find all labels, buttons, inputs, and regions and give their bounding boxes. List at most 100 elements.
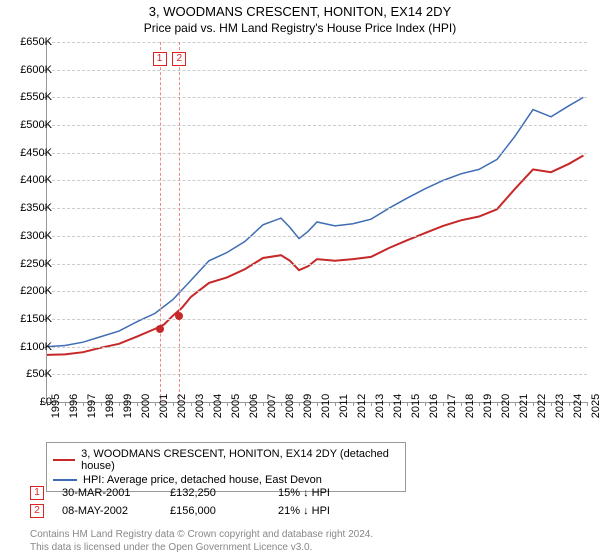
x-axis-label: 2013 [374,394,386,418]
footer-line1: Contains HM Land Registry data © Crown c… [30,528,373,541]
sale-marker-box: 1 [153,52,167,66]
x-tick [389,402,390,406]
gridline-h [47,70,587,71]
sale-marker-box: 2 [172,52,186,66]
x-tick [569,402,570,406]
x-tick [245,402,246,406]
x-tick [443,402,444,406]
x-axis-label: 2008 [284,394,296,418]
x-tick [191,402,192,406]
gridline-h [47,236,587,237]
x-tick [353,402,354,406]
x-tick [533,402,534,406]
x-tick [137,402,138,406]
y-axis-label: £100K [20,341,52,353]
x-axis-label: 2006 [248,394,260,418]
x-tick [299,402,300,406]
x-axis-label: 2021 [518,394,530,418]
sale-diff: 15% ↓ HPI [278,487,368,499]
gridline-h [47,264,587,265]
x-tick [263,402,264,406]
x-axis-label: 2019 [482,394,494,418]
series-line [47,97,583,346]
sale-row: 208-MAY-2002£156,00021% ↓ HPI [30,502,368,520]
x-tick [155,402,156,406]
x-axis-label: 2007 [266,394,278,418]
x-tick [515,402,516,406]
gridline-h [47,153,587,154]
x-tick [101,402,102,406]
x-tick [497,402,498,406]
x-tick [371,402,372,406]
legend-label: 3, WOODMANS CRESCENT, HONITON, EX14 2DY … [81,448,399,472]
x-axis-label: 2018 [464,394,476,418]
y-axis-label: £250K [20,258,52,270]
x-axis-label: 2004 [212,394,224,418]
sale-row: 1 30-MAR-2001 £132,250 15% ↓ HPI [30,484,368,502]
x-axis-label: 1996 [68,394,80,418]
x-tick [227,402,228,406]
x-axis-label: 2009 [302,394,314,418]
x-axis-label: 2024 [572,394,584,418]
x-tick [551,402,552,406]
x-axis-label: 2005 [230,394,242,418]
sale-price: £132,250 [170,487,260,499]
y-axis-label: £400K [20,174,52,186]
x-tick [281,402,282,406]
chart-container: 3, WOODMANS CRESCENT, HONITON, EX14 2DY … [0,0,600,560]
series-line [47,156,583,355]
x-axis-label: 2025 [590,394,600,418]
x-tick [119,402,120,406]
sale-point-dot [175,312,183,320]
y-axis-label: £200K [20,285,52,297]
x-tick [479,402,480,406]
legend-row: 3, WOODMANS CRESCENT, HONITON, EX14 2DY … [53,447,399,473]
x-tick [425,402,426,406]
x-axis-label: 2010 [320,394,332,418]
x-axis-label: 2020 [500,394,512,418]
chart-svg [47,42,587,402]
y-axis-label: £350K [20,202,52,214]
y-axis-label: £650K [20,36,52,48]
x-axis-label: 2003 [194,394,206,418]
sale-diff: 21% ↓ HPI [278,505,368,517]
y-axis-label: £300K [20,230,52,242]
x-axis-label: 2017 [446,394,458,418]
x-tick [83,402,84,406]
sale-point-dot [156,325,164,333]
legend-swatch [53,459,75,461]
x-tick [209,402,210,406]
x-axis-label: 2016 [428,394,440,418]
x-axis-label: 2001 [158,394,170,418]
y-axis-label: £500K [20,119,52,131]
gridline-h [47,208,587,209]
plot-area: 12 [46,42,587,403]
x-tick [407,402,408,406]
x-axis-label: 2022 [536,394,548,418]
x-tick [173,402,174,406]
x-axis-label: 2002 [176,394,188,418]
y-axis-label: £550K [20,91,52,103]
sale-vline [179,42,180,402]
sale-date: 30-MAR-2001 [62,487,152,499]
x-tick [461,402,462,406]
chart-title: 3, WOODMANS CRESCENT, HONITON, EX14 2DY [0,0,600,19]
x-tick [317,402,318,406]
sale-row-marker: 1 [30,486,44,500]
chart-subtitle: Price paid vs. HM Land Registry's House … [0,19,600,39]
gridline-h [47,97,587,98]
sales-table: 1 30-MAR-2001 £132,250 15% ↓ HPI 208-MAY-200… [30,484,368,520]
gridline-h [47,291,587,292]
gridline-h [47,374,587,375]
x-axis-label: 1999 [122,394,134,418]
sale-vline [160,42,161,402]
y-axis-label: £600K [20,64,52,76]
x-axis-label: 1995 [50,394,62,418]
x-tick [335,402,336,406]
x-axis-label: 2012 [356,394,368,418]
x-axis-label: 2014 [392,394,404,418]
x-tick [587,402,588,406]
x-axis-label: 2000 [140,394,152,418]
x-axis-label: 2015 [410,394,422,418]
footer-text: Contains HM Land Registry data © Crown c… [30,528,373,554]
